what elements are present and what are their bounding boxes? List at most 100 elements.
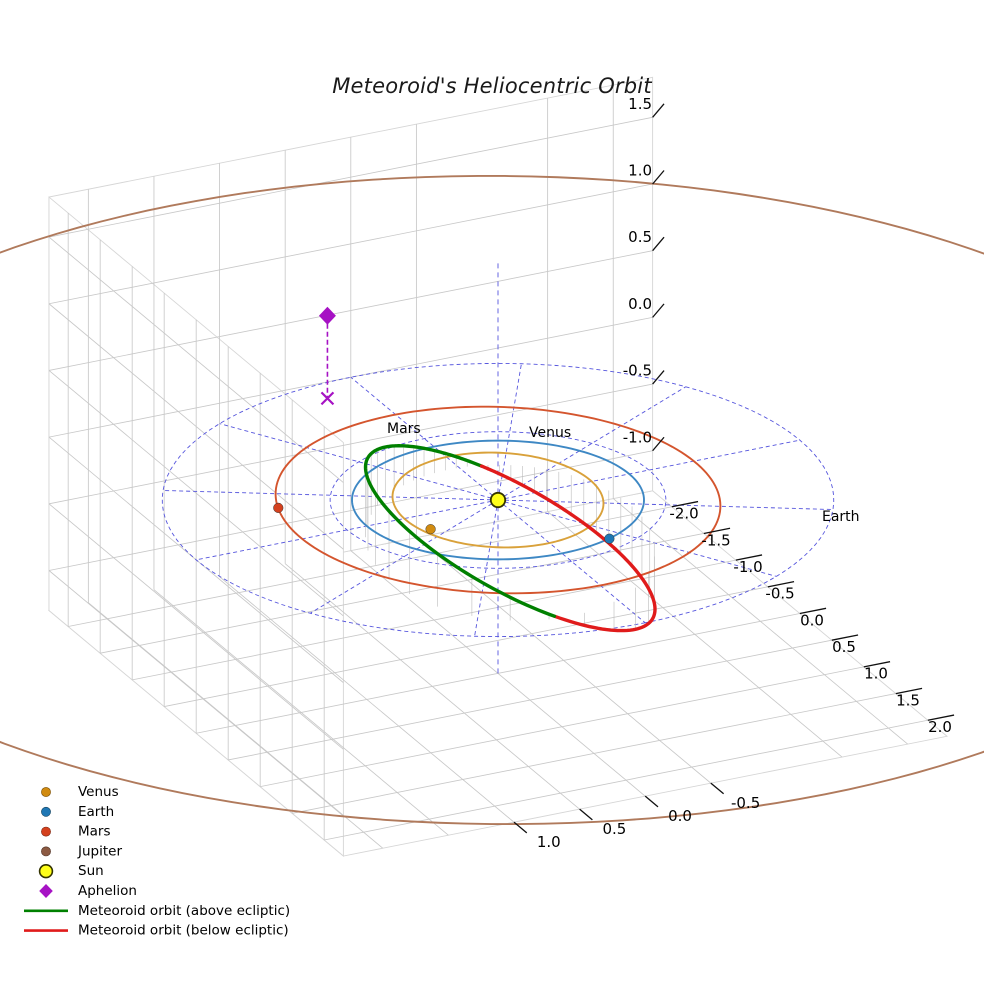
back-wall-gridline-h [48,503,344,750]
ecliptic-circle [329,431,667,569]
venus-label: Venus [529,425,571,441]
x-tick-6-label: 1.0 [864,665,888,683]
aphelion-marker-group[interactable] [318,306,336,406]
earth-label: Earth [822,509,860,525]
legend-marker-jupiter [41,846,51,857]
left-wall-gridline-h [48,316,653,438]
ecliptic-spoke [497,363,522,501]
legend-label-4[interactable]: Sun [78,863,104,879]
orbit-droplines [365,445,655,631]
marker-venus[interactable] [425,524,436,535]
axes-gridlines [48,85,928,849]
ecliptic-spoke [474,499,499,637]
x-tick-3-label: -0.5 [765,585,794,603]
x-tick-1-mark [703,527,731,535]
z-tick-5-mark [652,436,665,452]
floor-gridline-y [88,602,384,849]
orbit-path-venus [391,451,605,549]
left-wall-gridline-h [48,183,653,305]
z-tick-0-label: 1.5 [628,95,652,113]
back-wall-gridline-h [48,236,344,483]
back-wall-gridline-h [48,303,344,550]
x-tick-0-label: -2.0 [669,505,698,523]
ecliptic-spoke [350,376,499,501]
ecliptic-circle [161,362,835,638]
x-tick-4-mark [799,607,827,615]
legend-label-3[interactable]: Jupiter [77,843,122,859]
z-tick-5-label: -1.0 [623,428,652,446]
y-tick-1-mark [644,795,659,808]
body-text-labels: Mars Venus Earth [387,421,860,525]
floor-gridline-y [547,511,843,758]
floor-gridline-y [612,498,908,745]
legend-label-1[interactable]: Earth [78,804,114,820]
x-tick-2-mark [735,554,763,561]
back-wall-gridline-h [48,370,344,617]
orbit-path-jupiter [0,174,984,826]
z-tick-1-label: 1.0 [628,161,652,179]
left-wall-gridline-h [48,383,653,505]
x-tick-0-mark [671,500,699,508]
x-tick-3-mark [767,580,795,588]
legend-label-6[interactable]: Meteoroid orbit (above ecliptic) [78,903,290,919]
legend-marker-mars [41,826,51,837]
z-tick-1-mark [652,170,665,185]
legend-marker-sun [38,863,54,879]
aphelion-diamond-marker[interactable] [318,306,336,325]
left-wall-gridline-h [48,250,653,371]
y-tick-2-mark [579,808,593,821]
aphelion-ecliptic-projection-marker[interactable] [320,391,335,406]
meteoroid-segment-above [363,444,557,618]
left-wall-gridline-h [48,450,653,571]
floor-gridline-y [219,576,515,823]
left-wall-gridline-h [48,116,653,238]
floor-gridline-y [284,563,580,810]
ecliptic-polar-grid [161,259,835,674]
legend-marker-earth [41,806,51,817]
z-tick-4-mark [652,370,665,385]
meteoroid-orbit-path [363,444,657,633]
axis-ticks [513,103,955,834]
legend-label-2[interactable]: Mars [78,824,111,840]
legend-label-7[interactable]: Meteoroid orbit (below ecliptic) [78,923,289,939]
y-tick-3-label: 1.0 [537,833,561,851]
legend-marker-aphelion [39,884,53,898]
ecliptic-spoke [497,499,777,577]
ecliptic-spoke [497,439,800,501]
meteoroid-segment-below [486,467,657,633]
x-tick-1-label: -1.5 [701,531,730,549]
axis-tick-labels: -2.0-1.5-1.0-0.50.00.51.01.52.0-0.50.00.… [537,95,952,851]
ecliptic-spoke [497,386,687,501]
y-tick-1-label: 0.0 [668,807,692,825]
ecliptic-spoke [497,499,646,624]
z-tick-3-mark [652,303,665,318]
legend[interactable]: Venus Earth Mars Jupiter Sun Aphelion Meteoroi… [24,784,290,939]
x-tick-5-mark [831,634,859,641]
legend-marker-venus [41,787,51,797]
x-tick-7-mark [895,687,923,695]
z-tick-2-label: 0.5 [628,228,652,246]
z-tick-4-label: -0.5 [623,362,652,380]
legend-label-5[interactable]: Aphelion [78,883,137,899]
ecliptic-spoke [309,499,499,614]
meteoroid-segment-below [479,464,490,471]
y-tick-3-mark [513,821,528,834]
body-markers[interactable] [273,491,615,544]
marker-sun[interactable] [489,491,507,509]
marker-earth[interactable] [604,533,615,544]
legend-label-0[interactable]: Venus [78,784,119,800]
z-tick-3-label: 0.0 [628,295,652,313]
ecliptic-spoke [219,423,499,501]
ecliptic-spoke [196,499,499,561]
y-tick-2-label: 0.5 [602,820,626,838]
back-wall-gridline-h [48,570,344,817]
z-tick-2-mark [652,236,665,252]
x-tick-6-mark [863,661,891,668]
marker-mars[interactable] [273,502,284,513]
x-tick-7-label: 1.5 [896,691,920,709]
z-tick-0-mark [652,103,665,118]
y-tick-0-mark [710,782,725,795]
y-tick-0-label: -0.5 [731,794,760,812]
